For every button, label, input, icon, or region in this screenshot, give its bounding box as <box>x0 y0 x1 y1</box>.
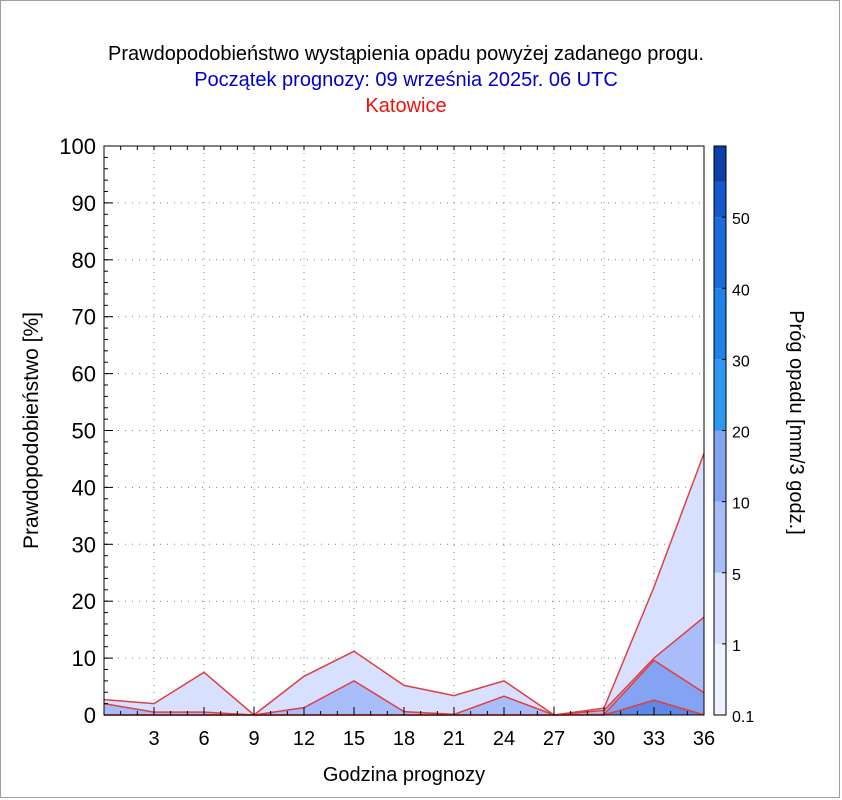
x-axis-label: Godzina prognozy <box>323 764 485 786</box>
colorbar-segment <box>714 181 726 218</box>
y-tick-label: 40 <box>72 475 96 500</box>
x-tick-label: 6 <box>198 728 209 750</box>
colorbar-segment <box>714 359 726 431</box>
chart-title: Prawdopodobieństwo wystąpienia opadu pow… <box>108 43 704 65</box>
colorbar-segment <box>714 643 726 715</box>
colorbar-label: 10 <box>732 496 750 513</box>
y-tick-label: 60 <box>72 362 96 387</box>
y-tick-label: 20 <box>72 589 96 614</box>
colorbar-label: 40 <box>732 282 750 299</box>
colorbar-segment <box>714 430 726 502</box>
y-tick-label: 50 <box>72 419 96 444</box>
y-tick-label: 70 <box>72 305 96 330</box>
colorbar-title: Próg opadu [mm/3 godz.] <box>785 310 807 535</box>
y-tick-label: 30 <box>72 532 96 557</box>
colorbar-label: 30 <box>732 353 750 370</box>
x-tick-label: 36 <box>693 728 715 750</box>
colorbar-segment <box>714 572 726 644</box>
x-tick-label: 9 <box>248 728 259 750</box>
x-tick-label: 12 <box>293 728 315 750</box>
colorbar-segment <box>714 288 726 360</box>
location-title: Katowice <box>365 95 447 117</box>
plot-area <box>104 146 704 715</box>
area-threshold-10 <box>104 700 704 715</box>
y-tick-label: 10 <box>72 646 96 671</box>
y-tick-label: 0 <box>84 703 96 728</box>
y-tick-label: 100 <box>59 134 96 159</box>
x-tick-label: 30 <box>593 728 615 750</box>
x-tick-label: 18 <box>393 728 415 750</box>
x-tick-label: 24 <box>493 728 515 750</box>
colorbar-label: 20 <box>732 425 750 442</box>
colorbar-label: 0.1 <box>732 709 754 726</box>
x-tick-label: 15 <box>343 728 365 750</box>
x-tick-label: 3 <box>148 728 159 750</box>
y-tick-label: 90 <box>72 191 96 216</box>
colorbar-segment <box>714 501 726 573</box>
x-tick-label: 21 <box>443 728 465 750</box>
x-tick-label: 33 <box>643 728 665 750</box>
colorbar-label: 1 <box>732 638 741 655</box>
colorbar-segment <box>714 217 726 289</box>
y-axis-label: Prawdopodobieństwo [%] <box>20 312 43 549</box>
colorbar-label: 5 <box>732 567 741 584</box>
x-tick-label: 27 <box>543 728 565 750</box>
y-tick-label: 80 <box>72 248 96 273</box>
colorbar-label: 50 <box>732 211 750 228</box>
forecast-start-subtitle: Początek prognozy: 09 września 2025r. 06… <box>194 69 618 91</box>
colorbar-segment <box>714 146 726 182</box>
